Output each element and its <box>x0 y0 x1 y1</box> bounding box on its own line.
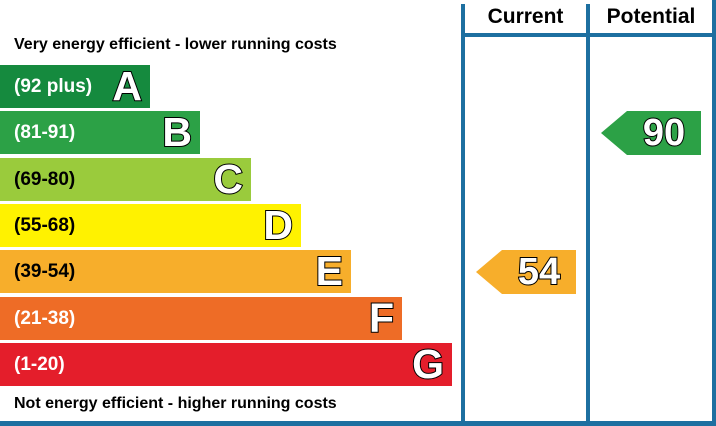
column-border-middle <box>586 4 590 426</box>
column-border-right <box>712 0 716 426</box>
band-g-range: (1-20) <box>14 354 65 375</box>
bottom-caption: Not energy efficient - higher running co… <box>14 395 337 412</box>
potential-arrow-shape <box>601 111 701 155</box>
current-arrow-shape <box>476 250 576 294</box>
potential-column-header: Potential <box>606 5 696 28</box>
band-e: (39-54) E <box>0 247 351 295</box>
potential-rating-value: 90 <box>642 111 686 155</box>
band-d-range: (55-68) <box>14 215 76 236</box>
band-d: (55-68) D <box>0 201 301 249</box>
band-d-letter: D <box>262 201 294 249</box>
band-g: (1-20) G <box>0 340 452 388</box>
column-header-divider <box>461 33 716 37</box>
band-b-letter: B <box>161 108 193 156</box>
band-c-range: (69-80) <box>14 169 76 190</box>
band-c-letter: C <box>212 155 244 203</box>
band-f-range: (21-38) <box>14 308 76 329</box>
band-b: (81-91) B <box>0 108 200 156</box>
band-f: (21-38) F <box>0 294 402 342</box>
current-column-header: Current <box>487 5 564 28</box>
top-caption: Very energy efficient - lower running co… <box>14 36 337 53</box>
band-e-range: (39-54) <box>14 261 76 282</box>
band-e-letter: E <box>315 247 344 295</box>
current-rating-value: 54 <box>517 250 561 294</box>
band-b-range: (81-91) <box>14 122 76 143</box>
band-a-range: (92 plus) <box>14 76 93 97</box>
band-a: (92 plus) A <box>0 62 150 110</box>
chart-bottom-border <box>0 421 716 426</box>
current-rating-arrow: 54 <box>476 250 576 294</box>
potential-rating-arrow: 90 <box>601 111 701 155</box>
column-border-left <box>461 4 465 426</box>
band-g-letter: G <box>411 340 445 388</box>
band-a-letter: A <box>111 62 143 110</box>
band-f-letter: F <box>368 294 395 342</box>
band-c: (69-80) C <box>0 155 251 203</box>
